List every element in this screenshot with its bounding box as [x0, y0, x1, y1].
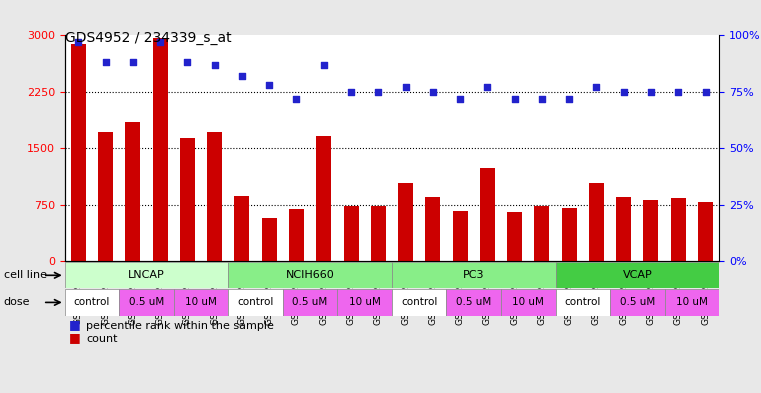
Bar: [234, 196, 250, 261]
Text: control: control: [74, 298, 110, 307]
Point: [563, 95, 575, 102]
Text: LNCAP: LNCAP: [128, 270, 165, 280]
Text: 0.5 uM: 0.5 uM: [129, 298, 164, 307]
Text: dose: dose: [4, 298, 30, 307]
Bar: [262, 219, 277, 261]
Bar: [480, 168, 495, 261]
Bar: [670, 198, 686, 261]
Text: ■: ■: [68, 331, 80, 344]
Text: 0.5 uM: 0.5 uM: [456, 298, 492, 307]
Bar: [447, 289, 501, 316]
Bar: [616, 196, 631, 261]
Point: [263, 82, 275, 88]
Point: [372, 89, 384, 95]
Point: [508, 95, 521, 102]
Bar: [65, 289, 119, 316]
Text: count: count: [86, 334, 117, 344]
Point: [645, 89, 657, 95]
Bar: [65, 262, 228, 288]
Bar: [610, 289, 664, 316]
Text: cell line: cell line: [4, 270, 47, 280]
Point: [317, 62, 330, 68]
Text: NCIH660: NCIH660: [285, 270, 335, 280]
Point: [154, 39, 166, 45]
Bar: [453, 211, 467, 261]
Text: control: control: [401, 298, 438, 307]
Text: ■: ■: [68, 318, 80, 331]
Point: [100, 59, 112, 66]
Bar: [562, 208, 577, 261]
Point: [699, 89, 712, 95]
Text: 10 uM: 10 uM: [185, 298, 217, 307]
Point: [236, 73, 248, 79]
Bar: [556, 262, 719, 288]
Bar: [337, 289, 392, 316]
Text: 10 uM: 10 uM: [676, 298, 708, 307]
Text: GDS4952 / 234339_s_at: GDS4952 / 234339_s_at: [65, 31, 231, 46]
Bar: [228, 262, 392, 288]
Bar: [556, 289, 610, 316]
Point: [181, 59, 193, 66]
Text: 0.5 uM: 0.5 uM: [619, 298, 655, 307]
Text: control: control: [565, 298, 601, 307]
Point: [618, 89, 630, 95]
Text: PC3: PC3: [463, 270, 485, 280]
Bar: [119, 289, 174, 316]
Text: 10 uM: 10 uM: [512, 298, 544, 307]
Bar: [174, 289, 228, 316]
Bar: [153, 38, 167, 261]
Bar: [644, 200, 658, 261]
Text: VCAP: VCAP: [622, 270, 652, 280]
Bar: [343, 206, 358, 261]
Bar: [664, 289, 719, 316]
Bar: [126, 122, 140, 261]
Bar: [283, 289, 337, 316]
Bar: [392, 289, 447, 316]
Point: [427, 89, 439, 95]
Bar: [371, 206, 386, 261]
Point: [536, 95, 548, 102]
Point: [672, 89, 684, 95]
Bar: [698, 202, 713, 261]
Point: [209, 62, 221, 68]
Point: [400, 84, 412, 90]
Bar: [589, 183, 604, 261]
Bar: [207, 132, 222, 261]
Bar: [228, 289, 283, 316]
Point: [591, 84, 603, 90]
Text: percentile rank within the sample: percentile rank within the sample: [86, 321, 274, 331]
Bar: [507, 211, 522, 261]
Point: [127, 59, 139, 66]
Point: [481, 84, 493, 90]
Bar: [501, 289, 556, 316]
Bar: [392, 262, 556, 288]
Point: [72, 39, 84, 45]
Point: [345, 89, 357, 95]
Bar: [71, 44, 86, 261]
Point: [291, 95, 303, 102]
Bar: [180, 138, 195, 261]
Bar: [534, 206, 549, 261]
Point: [454, 95, 466, 102]
Bar: [289, 209, 304, 261]
Bar: [317, 136, 331, 261]
Bar: [425, 196, 441, 261]
Text: control: control: [237, 298, 274, 307]
Bar: [398, 183, 413, 261]
Text: 0.5 uM: 0.5 uM: [292, 298, 328, 307]
Bar: [98, 132, 113, 261]
Text: 10 uM: 10 uM: [349, 298, 380, 307]
